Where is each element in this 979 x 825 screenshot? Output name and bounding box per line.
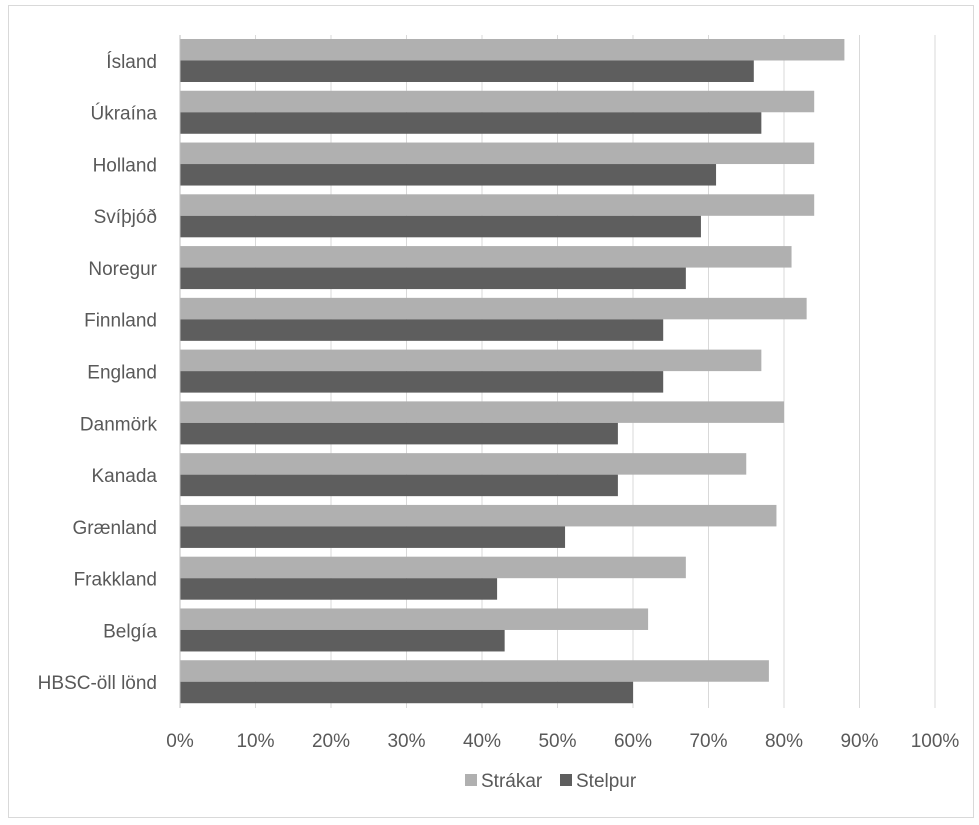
bar-strakar (180, 246, 792, 268)
x-tick-label: 10% (236, 731, 274, 752)
x-tick-label: 90% (840, 731, 878, 752)
bar-strakar (180, 401, 784, 423)
bar-stelpur (180, 629, 505, 652)
category-label: Noregur (88, 259, 157, 280)
bar-strakar (180, 142, 815, 165)
x-tick-label: 40% (463, 731, 501, 752)
bar-strakar (180, 194, 815, 216)
bar-stelpur (180, 267, 686, 290)
x-tick-label: 50% (538, 731, 576, 752)
x-tick-label: 60% (614, 731, 652, 752)
category-label: Svíþjóð (94, 207, 157, 228)
bar-strakar (180, 556, 686, 579)
bar-stelpur (180, 112, 762, 134)
legend-swatch-strakar (465, 774, 477, 786)
x-tick-label: 70% (689, 731, 727, 752)
bars (180, 39, 845, 704)
x-tick-label: 80% (765, 731, 803, 752)
category-label: Holland (93, 155, 157, 176)
bar-stelpur (180, 319, 664, 341)
category-label: Frakkland (74, 570, 157, 591)
bar-strakar (180, 349, 762, 372)
x-tick-label: 100% (911, 731, 960, 752)
bar-stelpur (180, 371, 664, 393)
bar-stelpur (180, 60, 754, 82)
labels: 0% 10% 20% 30% 40% 50% 60% 70% 80% 90% 100% Ísland Ú… (38, 52, 960, 752)
x-tick-label: 0% (166, 731, 194, 752)
x-tick-label: 20% (312, 731, 350, 752)
bar-strakar (180, 297, 807, 320)
bar-strakar (180, 504, 777, 527)
category-label: Belgía (103, 621, 157, 642)
category-label: England (87, 363, 157, 384)
category-label: Ísland (106, 52, 157, 73)
category-label: Danmörk (80, 414, 158, 435)
bar-strakar (180, 39, 845, 61)
category-label: HBSC-öll lönd (38, 673, 157, 694)
legend-label: Strákar (481, 771, 543, 792)
bar-stelpur (180, 578, 498, 600)
bar-stelpur (180, 474, 618, 497)
bar-strakar (180, 453, 747, 475)
bar-stelpur (180, 215, 701, 238)
x-tick-label: 30% (387, 731, 425, 752)
bar-strakar (180, 608, 649, 630)
bar-strakar (180, 660, 769, 682)
category-label: Finnland (84, 311, 157, 332)
legend-label: Stelpur (576, 771, 637, 792)
bar-stelpur (180, 526, 566, 548)
bar-strakar (180, 90, 815, 113)
category-label: Kanada (91, 466, 157, 487)
category-label: Grænland (73, 518, 158, 539)
legend-swatch-stelpur (560, 774, 572, 786)
bar-stelpur (180, 164, 717, 186)
bar-stelpur (180, 422, 618, 445)
bar-stelpur (180, 681, 633, 704)
legend: Strákar Stelpur (465, 771, 637, 792)
category-label: Úkraína (90, 103, 157, 125)
